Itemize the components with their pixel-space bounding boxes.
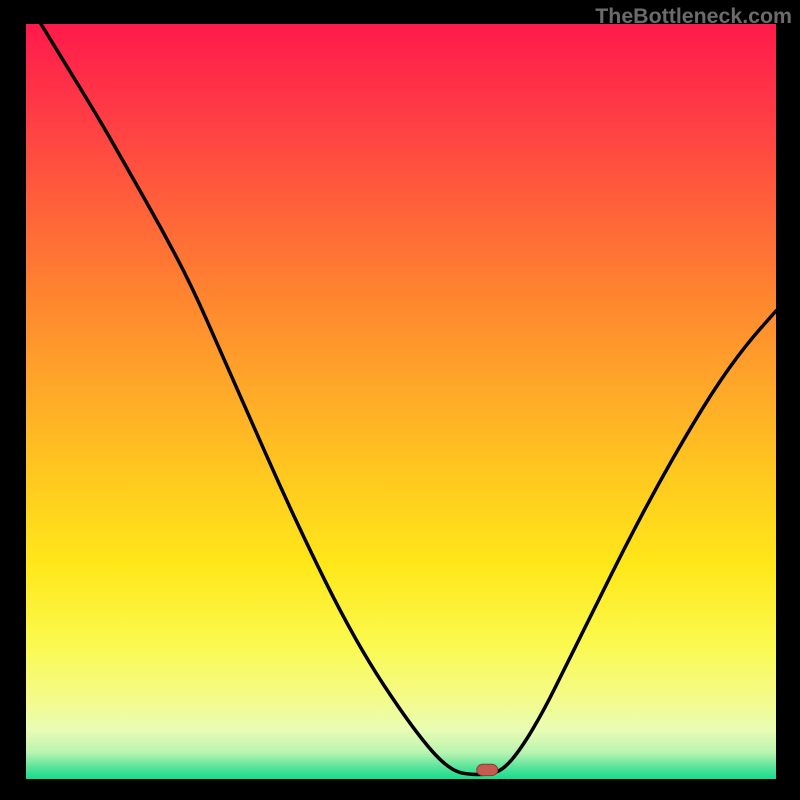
chart-stage: TheBottleneck.com — [0, 0, 800, 800]
plot-background — [26, 24, 776, 779]
optimal-marker — [477, 764, 498, 775]
chart-svg — [0, 0, 800, 800]
watermark-text: TheBottleneck.com — [595, 4, 792, 29]
